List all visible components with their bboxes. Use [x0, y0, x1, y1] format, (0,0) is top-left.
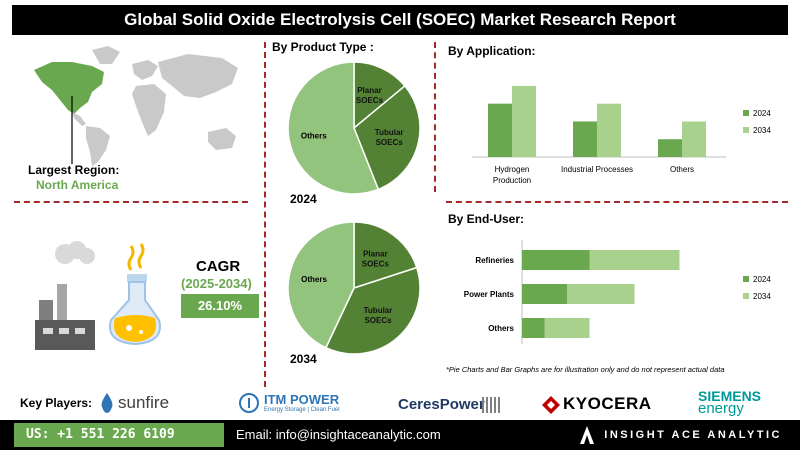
pie-slice-planar-soecs: [353, 61, 406, 130]
itm-power-logo: ITM POWER Energy Storage | Clean Fuel: [238, 392, 358, 416]
bar-industrial-processes-2034: [597, 103, 621, 157]
divider-left: [264, 42, 266, 387]
kyocera-text: KYOCERA: [563, 394, 652, 413]
divider-left-horizontal: [14, 201, 248, 203]
product-type-title: By Product Type :: [272, 40, 374, 54]
pie-label-planar-soecs: Planar SOECs: [362, 250, 390, 269]
bar-others-2024: [658, 139, 682, 157]
factory-flask-illustration: [35, 241, 161, 350]
legend-label-2034: 2034: [753, 292, 771, 301]
cagr-value: 26.10%: [181, 294, 259, 318]
footer-bar: US: +1 551 226 6109 Email: info@insighta…: [0, 420, 800, 450]
footer-brand: INSIGHT ACE ANALYTIC: [604, 429, 782, 441]
footer-phone[interactable]: US: +1 551 226 6109: [14, 423, 224, 447]
y-tick-others: Others: [488, 324, 514, 333]
kyocera-mark-icon: [542, 396, 560, 414]
bar-industrial-processes-2024: [573, 121, 597, 157]
legend-swatch-2024: [743, 110, 749, 116]
x-tick-others: Others: [670, 165, 694, 174]
bar-hydrogen-production-2024: [488, 103, 512, 157]
ceres-bars-icon: [482, 397, 500, 413]
x-tick-industrial-processes: Industrial Processes: [561, 165, 633, 174]
cagr-period: (2025-2034): [181, 276, 252, 291]
largest-region-value: North America: [36, 178, 119, 192]
pie-label-others: Others: [301, 275, 327, 284]
pie-year-2034: 2034: [290, 352, 317, 366]
pie-label-planar-soecs: Planar SOECs: [356, 86, 384, 105]
bar-refineries-2034: [589, 250, 680, 270]
divider-right: [434, 42, 436, 192]
drop-icon: [101, 393, 113, 413]
world-map: [34, 46, 238, 166]
x-tick-hydrogen-production: Hydrogen Production: [493, 165, 531, 185]
pie-chart-2034: Planar SOECs Tubular SOECs Others: [287, 221, 421, 355]
legend-swatch-2034: [743, 293, 749, 299]
siemens-energy-logo: SIEMENS energy: [698, 388, 782, 418]
legend-label-2024: 2024: [753, 109, 771, 118]
pie-year-2024: 2024: [290, 192, 317, 206]
application-bar-chart: Hydrogen Production Industrial Processes Ot…: [472, 85, 771, 185]
pie-slice-tubular-soecs: [324, 266, 421, 355]
ceres-power-text: CeresPower: [398, 396, 485, 413]
divider-right-horizontal: [446, 201, 788, 203]
pie-label-tubular-soecs: Tubular SOECs: [375, 128, 404, 147]
bar-others-2024: [522, 318, 545, 338]
central-america: [72, 112, 86, 126]
north-america: [34, 62, 104, 114]
bar-power-plants-2034: [567, 284, 635, 304]
pie-label-tubular-soecs: Tubular SOECs: [364, 306, 393, 325]
europe: [132, 60, 158, 80]
bar-others-2034: [682, 121, 706, 157]
sunfire-text: sunfire: [118, 393, 170, 412]
pie-slice-others: [287, 221, 355, 349]
pie-slice-tubular-soecs: [353, 84, 421, 191]
insight-ace-logo-icon: [580, 426, 594, 444]
cagr-label: CAGR: [196, 258, 241, 275]
pie-chart-2024: Planar SOECs Tubular SOECs Others: [287, 61, 421, 195]
end-user-bar-chart: Refineries Power Plants Others 2024 2034: [464, 240, 771, 344]
legend-swatch-2034: [743, 127, 749, 133]
kyocera-logo: KYOCERA: [542, 394, 652, 416]
illustration-note: *Pie Charts and Bar Graphs are for illus…: [446, 365, 725, 374]
footer-email[interactable]: Email: info@insightaceanalytic.com: [236, 427, 441, 442]
itm-ring-icon: [239, 393, 259, 413]
bar-hydrogen-production-2034: [512, 85, 536, 157]
key-players-label: Key Players:: [20, 396, 93, 410]
africa: [132, 84, 166, 136]
bar-others-2034: [544, 318, 590, 338]
greenland: [92, 46, 120, 64]
itm-power-text: ITM POWER: [264, 392, 340, 407]
asia: [158, 54, 238, 98]
itm-power-tagline: Energy Storage | Clean Fuel: [264, 407, 340, 413]
report-title: Global Solid Oxide Electrolysis Cell (SO…: [12, 5, 788, 35]
pie-label-others: Others: [301, 132, 327, 141]
bar-power-plants-2024: [522, 284, 567, 304]
legend-swatch-2024: [743, 276, 749, 282]
pie-slice-planar-soecs: [353, 221, 418, 290]
legend-label-2024: 2024: [753, 275, 771, 284]
energy-text: energy: [698, 400, 744, 417]
siemens-text: SIEMENS: [698, 388, 762, 404]
y-tick-refineries: Refineries: [475, 256, 514, 265]
y-tick-power-plants: Power Plants: [464, 290, 515, 299]
application-title: By Application:: [448, 44, 536, 58]
ceres-power-logo: CeresPower: [398, 396, 508, 416]
end-user-title: By End-User:: [448, 212, 525, 226]
australia: [208, 128, 236, 150]
bar-refineries-2024: [522, 250, 590, 270]
south-america: [86, 126, 110, 166]
pie-slice-others: [287, 61, 380, 195]
sunfire-logo: sunfire: [100, 393, 190, 415]
legend-label-2034: 2034: [753, 126, 771, 135]
largest-region-label: Largest Region:: [28, 163, 120, 177]
